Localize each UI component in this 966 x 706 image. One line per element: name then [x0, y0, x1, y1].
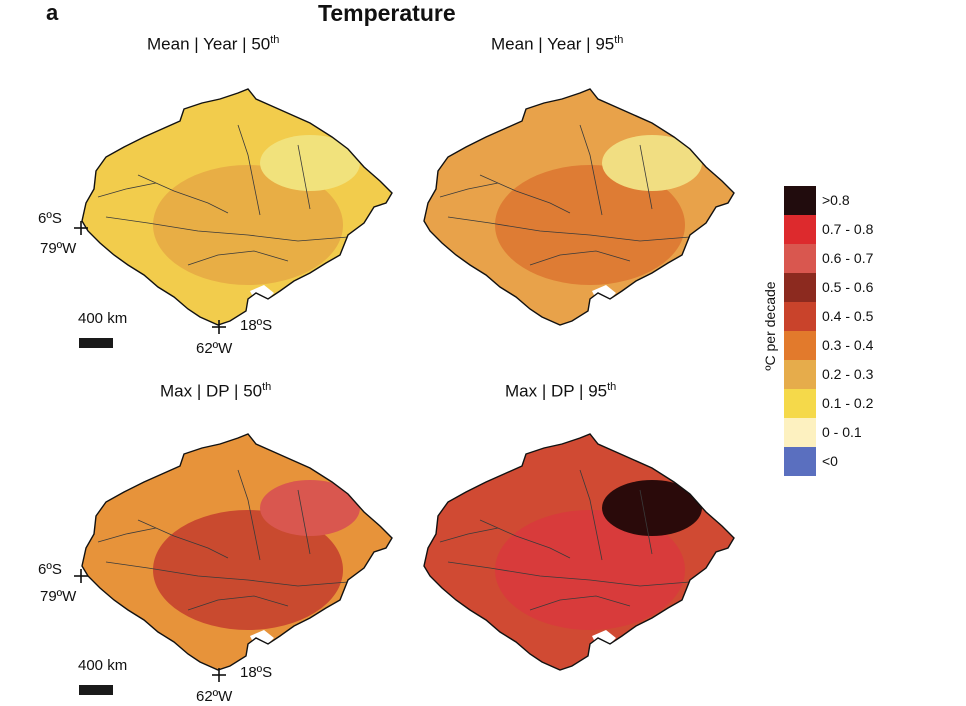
map-title-max-dp-95: Max | DP | 95th [505, 381, 617, 401]
legend-label: <0 [822, 453, 838, 469]
map-boundary-line [529, 250, 631, 266]
legend-unit-label: ºC per decade [762, 281, 778, 371]
map-core-region [495, 510, 685, 630]
legend-label: >0.8 [822, 192, 850, 208]
lat-label-south-top: 18ºS [240, 317, 273, 334]
panel-letter: a [46, 0, 59, 25]
legend-label: 0.3 - 0.4 [822, 337, 874, 353]
map-boundary-line [187, 595, 289, 611]
map-boundary-line [105, 216, 349, 242]
map-boundary-line [439, 527, 499, 543]
map-core-region [153, 510, 343, 630]
map-title-mean-year-95: Mean | Year | 95th [491, 34, 624, 54]
legend-label: 0.6 - 0.7 [822, 250, 874, 266]
map-boundary-line [97, 527, 157, 543]
map-boundary-line [447, 216, 691, 242]
map-max-dp-50 [81, 433, 393, 671]
legend-label: 0.2 - 0.3 [822, 366, 874, 382]
lon-label-south-top: 62ºW [196, 340, 233, 357]
map-outline [423, 433, 735, 671]
map-boundary-line [297, 144, 311, 210]
map-boundary-line [105, 561, 349, 587]
map-title-max-dp-50: Max | DP | 50th [160, 381, 272, 401]
lat-label-south-bottom: 18ºS [240, 664, 273, 681]
legend-swatch [784, 273, 816, 302]
map-boundary-line [439, 182, 499, 198]
scale-bar-bottom [79, 685, 113, 695]
lat-label-west-top: 6ºS [38, 210, 62, 227]
legend-label: 0.1 - 0.2 [822, 395, 874, 411]
lon-label-west-top: 79ºW [40, 240, 77, 257]
legend-label: 0.5 - 0.6 [822, 279, 874, 295]
legend-label: 0.4 - 0.5 [822, 308, 874, 324]
map-boundary-line [447, 561, 691, 587]
map-max-dp-95 [423, 433, 735, 671]
scale-bar-top [79, 338, 113, 348]
map-northeast-region [260, 135, 360, 191]
map-boundary-line [297, 489, 311, 555]
lon-label-south-bottom: 62ºW [196, 688, 233, 705]
lat-label-west-bottom: 6ºS [38, 561, 62, 578]
lon-label-west-bottom: 79ºW [40, 588, 77, 605]
map-boundary-line [579, 469, 603, 561]
legend-swatch [784, 215, 816, 244]
map-boundary-line [237, 124, 261, 216]
map-northeast-region [602, 135, 702, 191]
map-mean-year-50 [81, 88, 393, 326]
legend-label: 0 - 0.1 [822, 424, 862, 440]
map-northeast-region [260, 480, 360, 536]
legend: >0.8 0.7 - 0.8 0.6 - 0.7 0.5 - 0.6 0.4 - 0.5… [784, 186, 873, 476]
legend-swatch [784, 244, 816, 273]
legend-swatch [784, 186, 816, 215]
map-boundary-line [579, 124, 603, 216]
map-boundary-line [639, 489, 653, 555]
scale-label-bottom: 400 km [78, 657, 128, 674]
map-mean-year-95 [423, 88, 735, 326]
legend-swatch [784, 302, 816, 331]
scale-label-top: 400 km [78, 310, 128, 327]
legend-swatch [784, 389, 816, 418]
legend-swatch [784, 360, 816, 389]
map-boundary-line [639, 144, 653, 210]
legend-swatch [784, 447, 816, 476]
legend-label: 0.7 - 0.8 [822, 221, 874, 237]
map-northeast-region [602, 480, 702, 536]
map-boundary-line [97, 182, 157, 198]
map-outline [423, 88, 735, 326]
map-outline [81, 88, 393, 326]
map-outline [81, 433, 393, 671]
legend-swatch [784, 418, 816, 447]
map-boundary-line [529, 595, 631, 611]
legend-swatch [784, 331, 816, 360]
map-core-region [153, 165, 343, 285]
map-core-region [495, 165, 685, 285]
map-title-mean-year-50: Mean | Year | 50th [147, 34, 280, 54]
map-boundary-line [187, 250, 289, 266]
map-boundary-line [237, 469, 261, 561]
figure-title: Temperature [318, 0, 456, 26]
